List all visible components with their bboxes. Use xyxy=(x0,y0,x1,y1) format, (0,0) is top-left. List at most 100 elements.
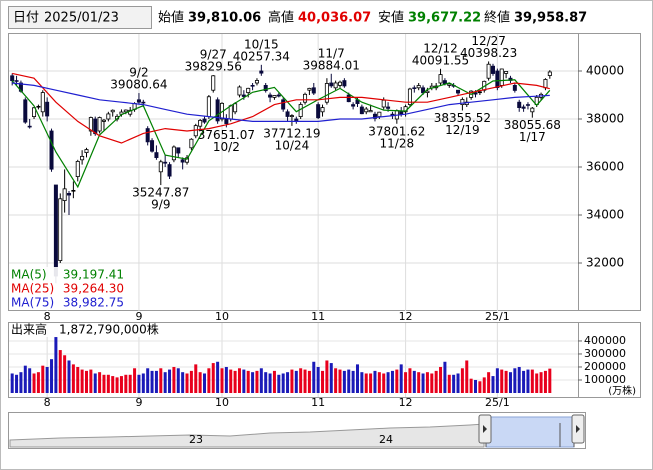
volume-bar xyxy=(491,376,495,393)
candle-body xyxy=(416,85,421,89)
candle-body xyxy=(163,161,168,164)
candle-body xyxy=(307,87,312,91)
candle-body xyxy=(176,147,181,154)
candle-body xyxy=(442,80,447,85)
volume-bar xyxy=(146,368,150,393)
candle-body xyxy=(145,128,150,143)
volume-bar xyxy=(84,370,88,393)
y-tick-label: 300000 xyxy=(584,347,626,360)
candle-body xyxy=(32,107,37,117)
volume-bar xyxy=(251,372,255,393)
volume-bar xyxy=(355,364,359,393)
candle-body xyxy=(289,115,294,118)
x-tick-label: 8 xyxy=(44,396,51,409)
navigator-label: 24 xyxy=(379,433,393,446)
candle-body xyxy=(123,109,128,113)
candle-body xyxy=(377,111,382,117)
candle-body xyxy=(324,83,329,103)
annotation-value: 40257.34 xyxy=(233,49,290,63)
header-value: 39,810.06 xyxy=(188,11,261,26)
candle-body xyxy=(346,94,351,103)
candle-body xyxy=(202,118,207,123)
navigator-selection[interactable] xyxy=(485,416,575,448)
volume-bar xyxy=(67,360,71,393)
volume-bar xyxy=(229,369,233,393)
volume-bar xyxy=(329,363,333,393)
candle-body xyxy=(27,125,32,128)
volume-bar xyxy=(530,369,534,393)
volume-bar xyxy=(80,369,84,393)
y-tick-label: 32000 xyxy=(586,256,624,270)
legend-value: 38,982.75 xyxy=(63,296,124,310)
annotation-date: 10/24 xyxy=(275,138,310,152)
navigator-label: 23 xyxy=(189,433,203,446)
volume-bar xyxy=(439,366,443,393)
volume-bar xyxy=(154,370,158,393)
candle-body xyxy=(421,87,426,94)
volume-bar xyxy=(176,368,180,393)
x-tick-label: 10 xyxy=(215,310,229,323)
volume-bar xyxy=(54,337,58,393)
volume-bar xyxy=(325,360,329,393)
volume-bar xyxy=(163,372,167,393)
candle-body xyxy=(53,184,58,277)
volume-bar xyxy=(404,372,408,393)
annotation-value: 37651.07 xyxy=(198,128,255,142)
volume-bar xyxy=(189,370,193,393)
volume-bar xyxy=(264,372,268,393)
candle-body xyxy=(254,80,259,84)
volume-bar xyxy=(36,372,40,393)
candle-body xyxy=(250,85,255,87)
volume-bar xyxy=(259,368,263,393)
candle-body xyxy=(158,161,163,173)
volume-bar xyxy=(98,372,102,393)
volume-title: 出来高 xyxy=(11,322,47,337)
volume-bar xyxy=(316,366,320,393)
legend-value: 39,264.30 xyxy=(63,282,124,296)
volume-bar xyxy=(133,368,137,393)
candle-body xyxy=(320,107,325,113)
volume-bar xyxy=(334,368,338,393)
candle-body xyxy=(504,71,509,74)
candle-body xyxy=(530,107,535,113)
legend-name: MA(75) xyxy=(11,296,54,310)
candle-body xyxy=(263,85,268,92)
volume-bar xyxy=(495,368,499,393)
annotation-date: 12/12 xyxy=(423,41,458,55)
header-label: 始値 xyxy=(158,10,184,26)
volume-bar xyxy=(124,374,128,393)
candle-body xyxy=(338,81,343,86)
volume-bar xyxy=(456,373,460,393)
candle-body xyxy=(233,103,238,113)
annotation-date: 10/2 xyxy=(213,140,240,154)
volume-bar xyxy=(425,372,429,393)
candle-body xyxy=(294,118,299,122)
candle-body xyxy=(438,74,443,84)
candle-body xyxy=(141,101,146,104)
annotation-value: 35247.87 xyxy=(132,186,189,200)
volume-bar xyxy=(294,370,298,393)
volume-unit: (万株) xyxy=(608,384,636,397)
candle-body xyxy=(329,82,334,87)
volume-bar xyxy=(89,369,93,393)
candle-body xyxy=(237,86,242,96)
candle-body xyxy=(547,71,552,76)
volume-bar xyxy=(443,361,447,393)
candle-body xyxy=(333,82,338,89)
volume-bar xyxy=(539,372,543,393)
ma-line xyxy=(12,72,550,144)
volume-bar xyxy=(487,372,491,393)
candle-body xyxy=(499,68,504,86)
candle-body xyxy=(364,108,369,113)
volume-bar xyxy=(342,370,346,393)
candle-body xyxy=(75,161,80,178)
y-tick-label: 200000 xyxy=(584,360,626,373)
volume-bar xyxy=(220,368,224,393)
candle-body xyxy=(36,105,41,108)
candle-body xyxy=(14,80,19,82)
candle-body xyxy=(136,99,141,103)
candle-body xyxy=(303,93,308,103)
volume-bar xyxy=(513,368,517,393)
volume-bar xyxy=(299,368,303,393)
annotation-date: 11/28 xyxy=(380,136,415,150)
